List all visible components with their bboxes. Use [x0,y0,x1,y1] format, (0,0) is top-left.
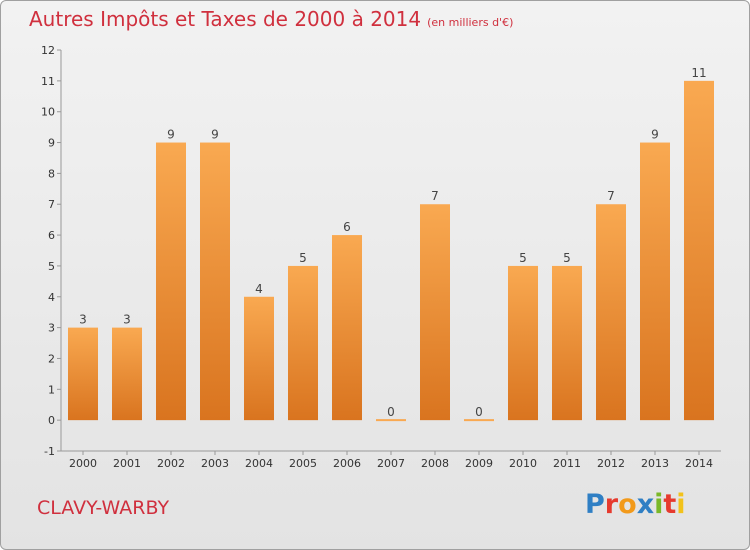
bar [596,204,626,421]
data-label: 5 [299,251,307,265]
chart-title-text: Autres Impôts et Taxes de 2000 à 2014 [29,7,422,31]
bar [156,142,186,421]
data-label: 9 [211,128,219,142]
data-label: 11 [691,66,706,80]
x-tick-label: 2005 [289,457,317,470]
x-tick-label: 2000 [69,457,97,470]
data-label: 9 [167,128,175,142]
proxiti-logo: Proxiti [585,489,686,520]
bar [200,142,230,421]
chart-title: Autres Impôts et Taxes de 2000 à 2014 (en… [29,7,513,31]
logo-letter: P [585,489,605,520]
x-tick-label: 2007 [377,457,405,470]
y-tick-label: 7 [48,198,55,211]
logo-letter: o [618,489,637,520]
bars [68,80,714,422]
commune-name: CLAVY-WARBY [37,497,170,519]
x-tick-label: 2009 [465,457,493,470]
y-tick-label: 10 [41,106,55,119]
x-tick-label: 2014 [685,457,713,470]
logo-letter: t [663,489,677,520]
y-tick-label: 9 [48,137,55,150]
bar [508,265,538,421]
data-label: 0 [475,405,483,419]
x-tick-label: 2012 [597,457,625,470]
y-tick-label: 5 [48,260,55,273]
bar [332,235,362,421]
y-tick-label: 0 [48,414,55,427]
bar [684,80,714,421]
y-tick-label: 2 [48,352,55,365]
data-label: 9 [651,128,659,142]
chart-unit: (en milliers d'€) [427,16,514,29]
logo-letter: i [654,489,664,520]
y-tick-label: -1 [44,445,55,458]
x-tick-label: 2003 [201,457,229,470]
x-tick-label: 2010 [509,457,537,470]
x-tick-label: 2008 [421,457,449,470]
y-tick-label: 1 [48,383,55,396]
x-tick-label: 2011 [553,457,581,470]
bar [640,142,670,421]
x-tick-label: 2004 [245,457,273,470]
y-tick-label: 12 [41,44,55,57]
data-label: 7 [431,189,439,203]
y-tick-label: 4 [48,291,55,304]
data-labels: 3 3 9 9 4 5 6 0 7 0 5 5 7 9 11 [79,66,706,419]
x-tick-label: 2001 [113,457,141,470]
x-tick-label: 2006 [333,457,361,470]
bar [68,327,98,421]
y-tick-label: 6 [48,229,55,242]
y-tick-label: 8 [48,167,55,180]
data-label: 3 [123,313,131,327]
bar [288,265,318,421]
data-label: 4 [255,282,263,296]
bar [552,265,582,421]
y-tick-label: 3 [48,322,55,335]
data-label: 7 [607,189,615,203]
y-tick-label: 11 [41,75,55,88]
x-tick-label: 2013 [641,457,669,470]
data-label: 3 [79,313,87,327]
data-label: 6 [343,220,351,234]
x-tick-label: 2002 [157,457,185,470]
bar [112,327,142,421]
logo-letter: i [676,489,686,520]
data-label: 0 [387,405,395,419]
logo-letter: x [636,489,655,520]
bar [244,296,274,421]
logo-letter: r [604,489,619,520]
data-label: 5 [563,251,571,265]
bar [420,204,450,421]
data-label: 5 [519,251,527,265]
